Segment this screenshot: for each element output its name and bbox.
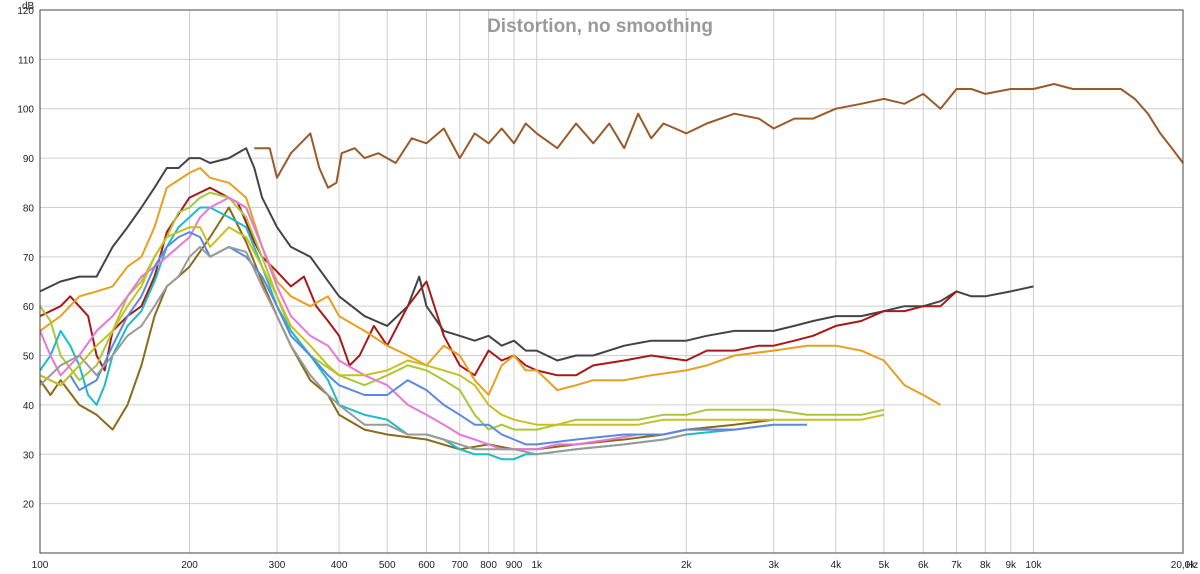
grid-lines (40, 10, 1183, 553)
x-tick-label: 20,0k (1171, 560, 1196, 571)
y-tick-label: 20 (23, 500, 35, 511)
y-tick-label: 90 (23, 154, 35, 165)
series-line (39, 226, 885, 426)
x-tick-label: 7k (951, 560, 963, 571)
x-tick-label: 300 (269, 560, 286, 571)
tick-labels: 100 200 300 400 500 600 700 800 900 1k 2k 3k 4k 5k 6k 7… (17, 6, 1198, 571)
x-tick-label: 800 (480, 560, 497, 571)
series-line (39, 206, 735, 461)
y-tick-label: 110 (18, 55, 34, 66)
x-tick-label: 6k (918, 560, 930, 571)
x-tick-label: 100 (32, 560, 49, 571)
series-line (39, 206, 774, 451)
x-tick-label: 3k (768, 560, 780, 571)
x-tick-label: 9k (1005, 560, 1017, 571)
series-line (39, 196, 774, 451)
y-tick-label: 80 (23, 203, 35, 214)
series-line (39, 191, 885, 431)
y-tick-label: 40 (23, 401, 35, 412)
x-tick-label: 900 (506, 560, 523, 571)
x-tick-label: 2k (681, 560, 693, 571)
series-line (39, 186, 958, 377)
x-unit-label: Hz (1186, 560, 1198, 571)
series-line (39, 167, 941, 406)
series-lines (39, 83, 1184, 461)
y-tick-label: 50 (23, 352, 35, 363)
x-tick-label: 10k (1025, 560, 1042, 571)
series-line (254, 83, 1184, 189)
chart-title: Distortion, no smoothing (487, 16, 713, 37)
x-tick-label: 500 (379, 560, 396, 571)
y-tick-label: 30 (23, 450, 35, 461)
series-line (39, 147, 1034, 362)
y-tick-label: 120 (17, 6, 34, 17)
x-tick-label: 1k (531, 560, 543, 571)
series-line (39, 245, 687, 456)
y-tick-label: 60 (23, 302, 35, 313)
y-unit-label: dB (22, 1, 35, 12)
x-tick-label: 8k (980, 560, 992, 571)
x-tick-label: 600 (418, 560, 435, 571)
x-tick-label: 5k (879, 560, 891, 571)
x-tick-label: 700 (451, 560, 468, 571)
x-tick-label: 200 (181, 560, 198, 571)
x-tick-label: 400 (331, 560, 348, 571)
y-tick-label: 70 (23, 253, 35, 264)
x-tick-label: 4k (831, 560, 843, 571)
y-tick-label: 100 (17, 105, 34, 116)
plot-frame (39, 9, 1184, 554)
series-line (39, 231, 807, 446)
